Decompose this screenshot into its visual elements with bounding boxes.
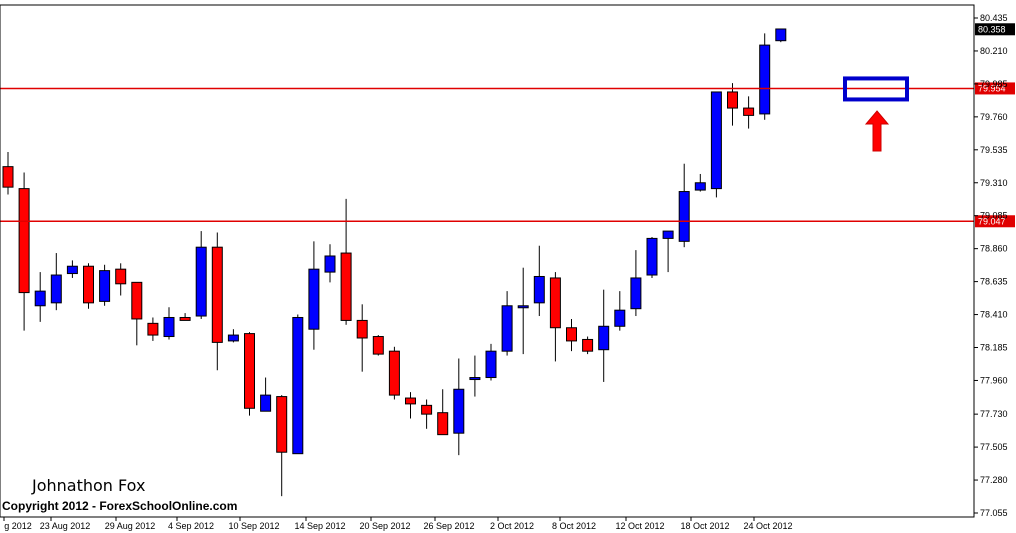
plot-frame <box>0 4 975 518</box>
y-tick-label: 78.185 <box>980 343 1008 353</box>
candle-body <box>227 334 239 342</box>
x-tick-label: 2 Oct 2012 <box>490 521 534 531</box>
candle-body <box>662 230 674 239</box>
candle-body <box>308 268 320 330</box>
candle-body <box>646 237 658 276</box>
x-tick-label: 23 Aug 2012 <box>40 521 91 531</box>
candle-body <box>244 333 255 409</box>
x-tick-label: 24 Oct 2012 <box>743 521 792 531</box>
candle-body <box>549 277 561 329</box>
candle-body <box>179 316 191 321</box>
candle-body <box>66 265 78 275</box>
candle-body <box>566 327 577 342</box>
candle-body <box>2 166 14 188</box>
candle-body <box>614 309 626 327</box>
candle-body <box>195 246 207 317</box>
x-tick-label: g 2012 <box>4 521 32 531</box>
y-tick-label: 77.730 <box>980 409 1008 419</box>
x-tick-label: 10 Sep 2012 <box>228 521 279 531</box>
candle-body <box>727 91 738 109</box>
candle-body <box>694 182 706 191</box>
axes: 80.435 80.210 79.985 79.760 79.535 79.310 79.0… <box>0 4 1008 531</box>
x-tick-label: 4 Sep 2012 <box>168 521 214 531</box>
candle-series <box>2 28 787 497</box>
candle-body <box>324 255 336 273</box>
candle-body <box>163 316 175 338</box>
author-name: Johnathon Fox <box>32 476 146 495</box>
x-tick-label: 8 Oct 2012 <box>552 521 596 531</box>
copyright-text: Copyright 2012 - ForexSchoolOnline.com <box>2 499 238 513</box>
candle-body <box>276 396 288 453</box>
annotation-group <box>843 76 909 152</box>
candle-body <box>775 28 787 42</box>
candle-body <box>50 274 62 304</box>
y-tick-label: 78.860 <box>980 244 1008 254</box>
y-tick-label: 79.085 <box>980 211 1008 221</box>
y-tick-label: 77.505 <box>980 442 1008 452</box>
x-tick-label: 29 Aug 2012 <box>105 521 156 531</box>
candle-body <box>18 188 30 294</box>
candle-body <box>582 338 594 352</box>
y-tick-label: 78.410 <box>980 310 1008 320</box>
y-tick-label: 78.635 <box>980 277 1008 287</box>
candle-body <box>405 397 416 405</box>
candle-body <box>292 316 304 455</box>
y-tick-label: 77.055 <box>980 508 1008 518</box>
candle-body <box>388 350 400 396</box>
level-price-label: 79.954 <box>978 83 1006 93</box>
current-price-label: 80.358 <box>978 24 1006 34</box>
candle-body <box>115 268 127 285</box>
x-tick-label: 14 Sep 2012 <box>294 521 345 531</box>
annotation-box <box>843 76 909 102</box>
candle-body <box>485 350 497 379</box>
level-price-label: 79.047 <box>978 216 1006 226</box>
level-price-tag <box>975 82 1015 95</box>
candle-body <box>710 91 722 190</box>
candle-body <box>469 377 481 381</box>
y-tick-label: 77.960 <box>980 375 1008 385</box>
candle-body <box>678 191 690 242</box>
candle-body <box>147 322 159 336</box>
candle-body <box>34 290 46 307</box>
candle-body <box>501 305 513 352</box>
candle-body <box>356 319 368 339</box>
x-tick-label: 26 Sep 2012 <box>423 521 474 531</box>
y-tick-label: 79.985 <box>980 79 1008 89</box>
y-tick-label: 79.760 <box>980 112 1008 122</box>
candle-body <box>99 270 111 302</box>
candle-body <box>372 336 384 355</box>
candle-body <box>517 305 529 309</box>
y-tick-label: 80.435 <box>980 13 1008 23</box>
y-tick-label: 77.280 <box>980 475 1008 485</box>
up-arrow-icon <box>864 110 890 152</box>
candle-body <box>421 404 433 415</box>
x-tick-label: 18 Oct 2012 <box>680 521 729 531</box>
support-resistance-levels: 79.954 79.047 80.358 <box>0 23 1015 228</box>
candle-body <box>533 275 545 304</box>
x-tick-label: 12 Oct 2012 <box>615 521 664 531</box>
candle-body <box>340 252 352 321</box>
candle-body <box>437 412 449 436</box>
y-tick-label: 79.535 <box>980 145 1008 155</box>
candle-body <box>131 281 143 320</box>
candle-body <box>83 265 94 304</box>
x-tick-label: 20 Sep 2012 <box>359 521 410 531</box>
y-tick-label: 79.310 <box>980 178 1008 188</box>
current-price-tag <box>975 23 1015 36</box>
candle-body <box>211 246 223 343</box>
candle-body <box>260 394 272 412</box>
y-tick-label: 80.210 <box>980 46 1008 56</box>
level-price-tag <box>975 215 1015 228</box>
candle-body <box>630 277 642 310</box>
candle-body <box>598 325 610 351</box>
candle-body <box>759 44 771 115</box>
candle-body <box>743 107 755 116</box>
candle-body <box>453 388 465 434</box>
